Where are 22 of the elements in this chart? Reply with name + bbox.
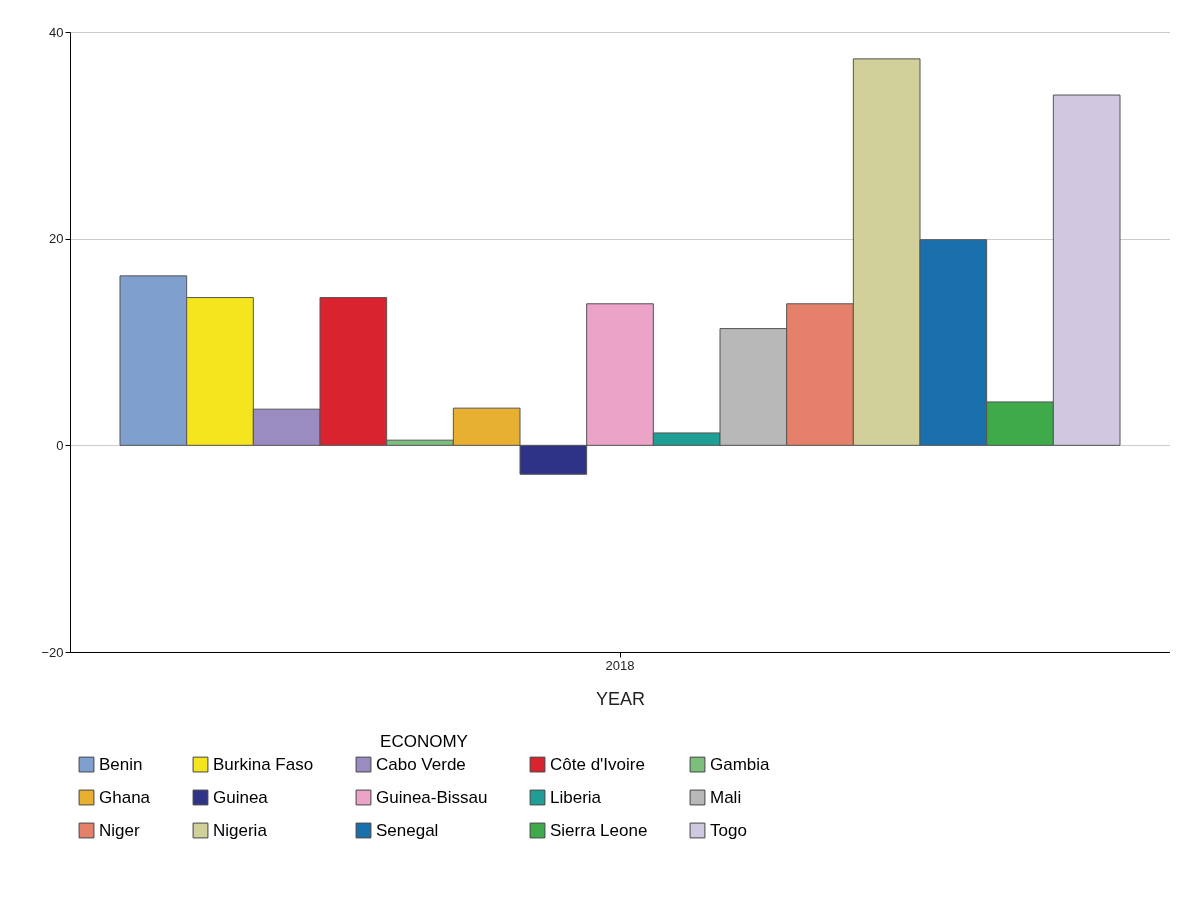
legend-label: Guinea <box>213 787 269 807</box>
legend-label: Nigeria <box>213 820 268 840</box>
y-tick-label: 20 <box>49 231 64 247</box>
legend-label: Benin <box>99 754 143 774</box>
legend-label: Sierra Leone <box>550 820 648 840</box>
x-axis-title: YEAR <box>595 688 646 709</box>
legend-label: Togo <box>710 820 747 840</box>
legend-label: Gambia <box>710 754 771 774</box>
legend-label: Guinea-Bissau <box>376 787 488 807</box>
legend-label: Mali <box>710 787 742 807</box>
legend-label: Liberia <box>550 787 602 807</box>
legend-label: Senegal <box>376 820 439 840</box>
legend-label: Cabo Verde <box>376 754 466 774</box>
x-tick-label: 2018 <box>605 657 635 673</box>
legend-label: Ghana <box>99 787 151 807</box>
legend-label: Burkina Faso <box>213 754 314 774</box>
y-tick-label: 40 <box>49 24 64 40</box>
y-tick-label: −20 <box>41 644 64 660</box>
legend-label: Niger <box>99 820 140 840</box>
legend-label: Côte d'Ivoire <box>550 754 645 774</box>
legend-title: ECONOMY <box>380 732 468 751</box>
y-tick-label: 0 <box>56 437 64 453</box>
